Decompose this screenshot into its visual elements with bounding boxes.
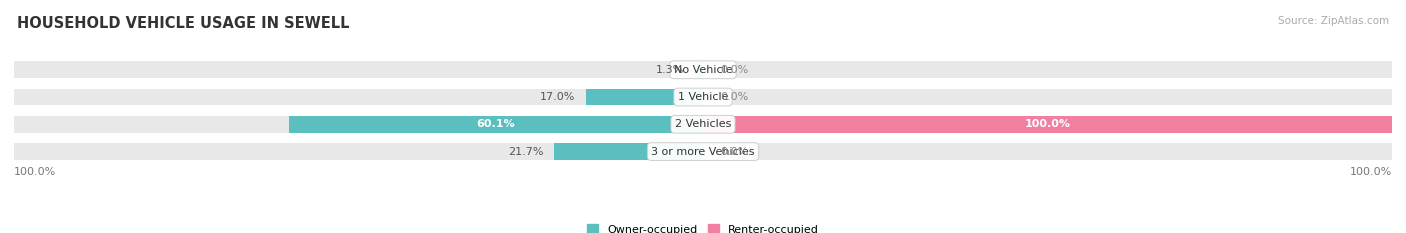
Text: 1.3%: 1.3%: [655, 65, 683, 75]
Bar: [703, 116, 1392, 133]
Text: 1 Vehicle: 1 Vehicle: [678, 92, 728, 102]
Text: 100.0%: 100.0%: [1350, 167, 1392, 177]
Bar: [14, 116, 703, 133]
Bar: [586, 89, 703, 106]
Bar: [290, 116, 703, 133]
Bar: [703, 116, 1392, 133]
Text: 21.7%: 21.7%: [508, 147, 543, 157]
Text: 2 Vehicles: 2 Vehicles: [675, 119, 731, 129]
Bar: [703, 89, 1392, 106]
Text: 60.1%: 60.1%: [477, 119, 515, 129]
Bar: [695, 61, 703, 78]
Bar: [703, 143, 1392, 160]
Bar: [14, 61, 703, 78]
Bar: [554, 143, 703, 160]
Text: 0.0%: 0.0%: [720, 147, 748, 157]
Bar: [703, 61, 1392, 78]
Bar: [14, 143, 703, 160]
Text: Source: ZipAtlas.com: Source: ZipAtlas.com: [1278, 16, 1389, 26]
Text: 0.0%: 0.0%: [720, 65, 748, 75]
Text: 17.0%: 17.0%: [540, 92, 575, 102]
Text: 0.0%: 0.0%: [720, 92, 748, 102]
Legend: Owner-occupied, Renter-occupied: Owner-occupied, Renter-occupied: [582, 220, 824, 233]
Bar: [14, 89, 703, 106]
Text: HOUSEHOLD VEHICLE USAGE IN SEWELL: HOUSEHOLD VEHICLE USAGE IN SEWELL: [17, 16, 349, 31]
Text: 3 or more Vehicles: 3 or more Vehicles: [651, 147, 755, 157]
Text: 100.0%: 100.0%: [14, 167, 56, 177]
Text: 100.0%: 100.0%: [1025, 119, 1070, 129]
Text: No Vehicle: No Vehicle: [673, 65, 733, 75]
